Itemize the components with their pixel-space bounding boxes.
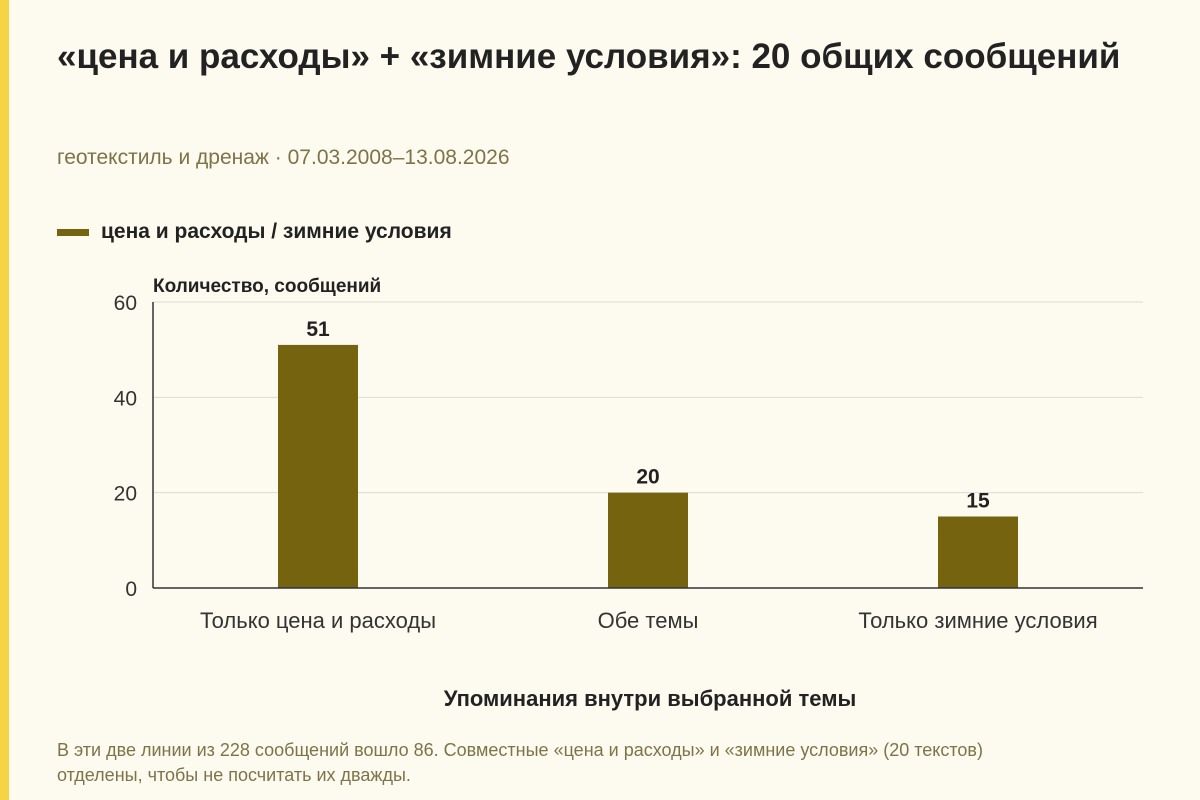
- y-tick-label: 0: [125, 578, 137, 601]
- bar-value-label: 51: [306, 318, 330, 341]
- x-tick-label: Только зимние условия: [858, 608, 1097, 633]
- accent-bar: [0, 0, 9, 800]
- chart-subtitle: геотекстиль и дренаж · 07.03.2008–13.08.…: [57, 146, 510, 169]
- y-tick-label: 20: [114, 483, 137, 506]
- legend: цена и расходы / зимние условия: [57, 220, 452, 244]
- bar-value-label: 15: [966, 490, 990, 513]
- chart-title: «цена и расходы» + «зимние условия»: 20 …: [57, 37, 1121, 76]
- x-tick-label: Только цена и расходы: [200, 608, 436, 633]
- footnote: В эти две линии из 228 сообщений вошло 8…: [57, 740, 983, 785]
- x-tick-label: Обе темы: [598, 608, 699, 633]
- bar: [608, 492, 688, 588]
- legend-label: цена и расходы / зимние условия: [101, 220, 452, 243]
- y-tick-label: 60: [114, 292, 137, 315]
- bar: [938, 516, 1018, 588]
- y-axis-title: Количество, сообщений: [153, 276, 381, 297]
- bar-value-label: 20: [636, 466, 659, 489]
- legend-swatch: [57, 228, 89, 236]
- bar: [278, 344, 358, 588]
- x-axis-label: Упоминания внутри выбранной темы: [443, 686, 857, 711]
- y-tick-label: 40: [114, 387, 137, 410]
